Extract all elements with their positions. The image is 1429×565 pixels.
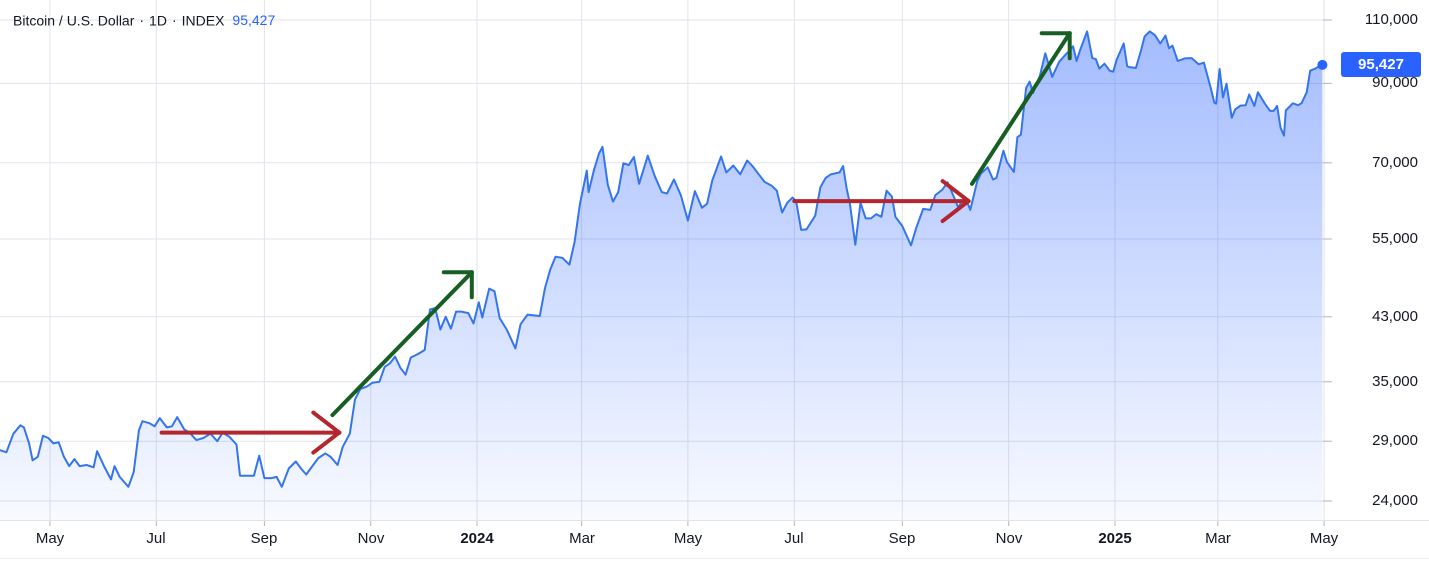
trend-arrow-flat-2023[interactable]: [159, 410, 342, 455]
trend-arrow-rally-2024[interactable]: [970, 31, 1072, 186]
trend-arrow-rally-2023[interactable]: [330, 270, 474, 418]
price-axis-label: 29,000: [1372, 432, 1418, 449]
time-axis-label: Sep: [250, 530, 278, 547]
interval-label[interactable]: 1D: [149, 12, 167, 29]
time-axis-label: Nov: [357, 530, 385, 547]
last-price-badge: 95,427: [1341, 52, 1421, 77]
price-axis-label: 90,000: [1372, 74, 1418, 91]
price-series: [0, 30, 1324, 520]
time-axis-label: May: [35, 530, 65, 547]
price-axis-label: 110,000: [1364, 11, 1418, 28]
price-axis-label: 24,000: [1372, 492, 1418, 509]
time-axis-label: Mar: [569, 530, 595, 547]
trend-arrow-flat-2024[interactable]: [792, 179, 971, 224]
last-price-marker: [1317, 59, 1328, 70]
price-axis[interactable]: 95,427 110,000 90,000 70,000 55,000 43,000 35…: [1323, 0, 1429, 520]
price-axis-label: 55,000: [1372, 230, 1418, 247]
time-axis-label: Jul: [784, 530, 804, 547]
legend-last-price: 95,427: [232, 12, 276, 29]
area-fill: [0, 31, 1323, 520]
time-axis[interactable]: May Jul Sep Nov 2024 Mar May Jul Sep Nov 2025 Mar Ma…: [0, 520, 1429, 559]
time-axis-label: Jul: [146, 530, 166, 547]
chart-legend: Bitcoin / U.S. Dollar · 1D · INDEX 95,427: [13, 11, 275, 28]
price-axis-label: 35,000: [1372, 373, 1418, 390]
time-axis-label: May: [1309, 530, 1339, 547]
time-axis-label: 2025: [1098, 530, 1132, 547]
price-axis-label: 43,000: [1372, 308, 1418, 325]
time-axis-label: Nov: [995, 530, 1023, 547]
price-line: [0, 30, 1324, 488]
legend-separator: ·: [139, 12, 145, 29]
time-axis-label: Sep: [888, 530, 916, 547]
time-axis-label: 2024: [460, 530, 494, 547]
price-axis-label: 70,000: [1372, 154, 1418, 171]
symbol-title[interactable]: Bitcoin / U.S. Dollar: [13, 12, 135, 29]
exchange-label: INDEX: [181, 12, 225, 29]
legend-separator: ·: [171, 12, 177, 29]
time-axis-label: May: [673, 530, 703, 547]
time-axis-label: Mar: [1205, 530, 1231, 547]
